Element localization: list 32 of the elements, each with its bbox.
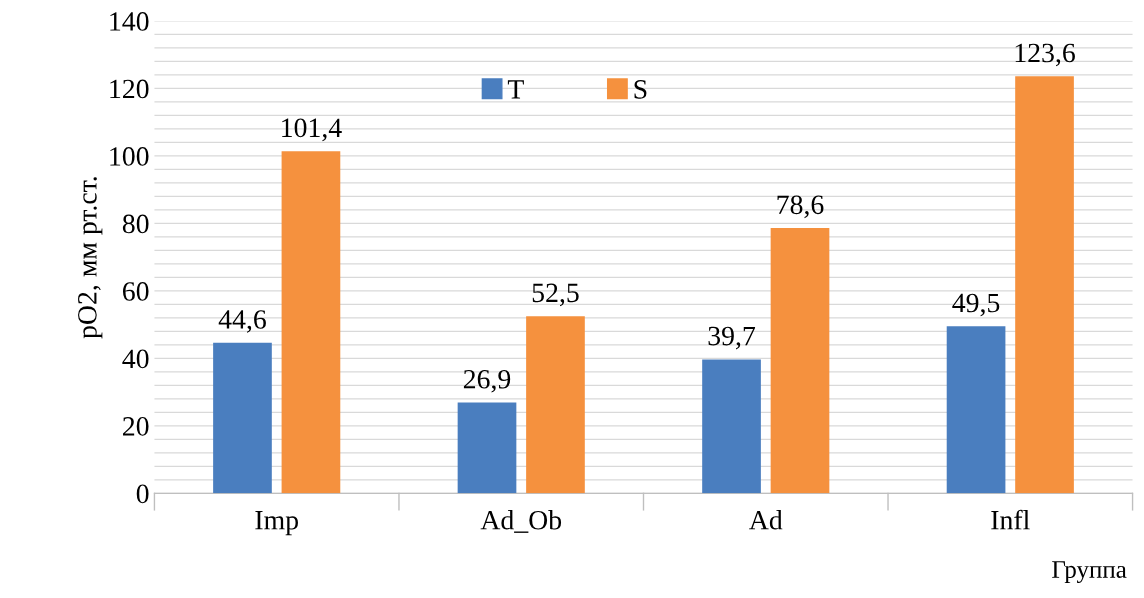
x-tick-label: Infl	[991, 509, 1030, 530]
data-label: 26,9	[463, 369, 511, 393]
data-label: 52,5	[532, 283, 579, 307]
bar	[213, 342, 272, 494]
legend-label: T	[507, 80, 524, 99]
y-tick-label: 80	[122, 214, 149, 234]
legend-label: S	[634, 80, 647, 99]
y-axis-title: pO2, мм рт.ст.	[78, 177, 103, 339]
bar	[770, 228, 830, 494]
y-tick-label: 120	[110, 79, 149, 99]
data-label: 78,6	[777, 195, 824, 219]
y-tick-label: 140	[110, 12, 149, 31]
data-label: 123,6	[1015, 43, 1075, 67]
bar	[946, 326, 1006, 494]
y-tick-label: 60	[122, 282, 149, 301]
x-tick-label: Ad_Ob	[480, 510, 562, 533]
bar	[457, 402, 517, 494]
x-axis-title: Группа	[1052, 561, 1127, 584]
x-tick-label: Ad	[749, 510, 783, 530]
data-label: 44,6	[218, 310, 266, 333]
y-tick-label: 0	[136, 484, 149, 504]
y-tick-label: 20	[123, 417, 149, 436]
y-tick-label: 40	[122, 349, 149, 369]
data-label: 39,7	[708, 326, 756, 350]
bar	[1015, 76, 1074, 494]
x-tick-label: Imp	[255, 511, 298, 536]
bar	[526, 316, 585, 494]
y-tick-label: 100	[110, 147, 149, 166]
bar	[702, 359, 761, 494]
bar	[281, 151, 341, 494]
data-label: 49,5	[952, 293, 1000, 317]
data-label: 101,4	[282, 118, 342, 142]
